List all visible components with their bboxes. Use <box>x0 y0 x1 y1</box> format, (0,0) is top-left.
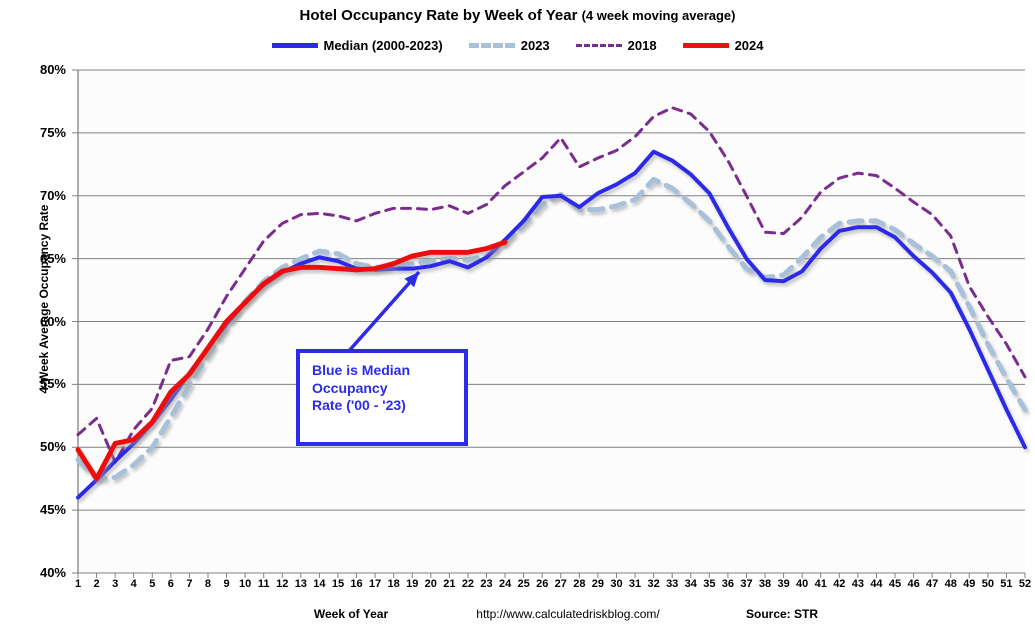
x-tick-label: 16 <box>350 578 363 590</box>
x-tick-label: 29 <box>591 578 605 590</box>
y-tick-label: 55% <box>39 376 66 392</box>
x-tick-label: 24 <box>498 578 512 590</box>
legend-label: 2023 <box>520 38 550 53</box>
x-tick-label: 37 <box>740 578 753 590</box>
x-tick-label: 17 <box>368 578 382 590</box>
x-tick-label: 26 <box>536 578 549 590</box>
x-tick-label: 39 <box>777 578 790 590</box>
x-tick-label: 43 <box>851 578 864 590</box>
y-tick-label: 70% <box>39 187 66 203</box>
y-tick-label: 60% <box>39 313 66 329</box>
annotation-line-2: Occupancy <box>312 379 388 396</box>
annotation-arrow <box>346 270 421 354</box>
legend-label: 2024 <box>734 38 764 53</box>
x-tick-label: 44 <box>870 578 883 590</box>
x-tick-label: 41 <box>814 578 827 590</box>
x-tick-label: 36 <box>721 578 735 590</box>
legend-swatch-icon <box>468 43 515 48</box>
x-tick-label: 15 <box>331 578 345 590</box>
chart-title: Hotel Occupancy Rate by Week of Year (4 … <box>0 7 1035 24</box>
x-tick-label: 8 <box>204 578 212 590</box>
x-tick-label: 40 <box>796 578 809 590</box>
legend-item-median-2000-2023: Median (2000-2023) <box>271 38 443 53</box>
y-tick-label: 75% <box>39 124 66 140</box>
x-tick-label: 31 <box>628 578 642 590</box>
x-tick-label: 48 <box>944 578 957 590</box>
x-tick-label: 10 <box>238 578 252 590</box>
y-tick-label: 50% <box>39 439 66 455</box>
x-tick-label: 18 <box>387 578 400 590</box>
legend-swatch-icon <box>682 43 729 48</box>
annotation-arrowhead <box>404 272 419 288</box>
x-tick-label: 2 <box>93 578 100 590</box>
x-tick-label: 6 <box>167 578 174 590</box>
series-line-2018 <box>76 106 1027 464</box>
source-label: Source: STR <box>745 607 819 621</box>
chart-title-sub: (4 week moving average) <box>581 8 736 23</box>
x-tick-label: 49 <box>963 578 976 590</box>
blog-url[interactable]: http://www.calculatedriskblog.com/ <box>476 607 660 621</box>
legend-item-2023: 2023 <box>468 38 550 53</box>
legend-label: 2018 <box>627 38 657 53</box>
x-tick-label: 32 <box>647 578 660 590</box>
y-tick-label: 40% <box>39 565 66 580</box>
chart-title-main: Hotel Occupancy Rate by Week of Year <box>299 7 582 24</box>
y-tick-label: 65% <box>39 250 66 266</box>
legend-label: Median (2000-2023) <box>323 38 443 53</box>
x-tick-label: 35 <box>703 578 716 590</box>
x-axis-title: Week of Year <box>313 607 389 621</box>
annotation-line-1: Blue is Median <box>312 362 411 378</box>
x-tick-label: 1 <box>74 578 82 590</box>
x-tick-label: 13 <box>294 578 307 590</box>
x-tick-label: 11 <box>257 578 270 590</box>
x-tick-label: 52 <box>1018 578 1032 590</box>
x-tick-label: 14 <box>313 578 326 590</box>
legend-swatch-icon <box>575 44 622 47</box>
series-line-2024 <box>75 239 508 482</box>
x-tick-label: 9 <box>223 578 230 590</box>
x-tick-label: 38 <box>758 578 772 590</box>
x-tick-label: 34 <box>684 578 697 590</box>
x-tick-label: 4 <box>130 578 137 590</box>
x-tick-label: 25 <box>517 578 530 590</box>
x-tick-label: 45 <box>888 578 902 590</box>
x-tick-label: 5 <box>149 578 156 590</box>
x-tick-label: 33 <box>666 578 679 590</box>
x-tick-label: 23 <box>480 578 493 590</box>
x-tick-label: 20 <box>424 578 437 590</box>
x-tick-label: 22 <box>461 578 475 590</box>
x-tick-label: 12 <box>276 578 289 590</box>
x-tick-label: 21 <box>443 578 456 590</box>
x-tick-label: 42 <box>833 578 846 590</box>
y-tick-label: 80% <box>39 62 66 77</box>
annotation-callout: Blue is Median Occupancy Rate ('00 - '23… <box>296 349 468 446</box>
legend-item-2024: 2024 <box>682 38 764 53</box>
x-tick-label: 46 <box>907 578 920 590</box>
y-tick-label: 45% <box>39 502 66 518</box>
x-tick-label: 27 <box>554 578 567 590</box>
x-tick-label: 51 <box>1000 578 1013 590</box>
x-tick-label: 30 <box>610 578 623 590</box>
chart-legend: Median (2000-2023) 2023 2018 2024 <box>0 38 1035 53</box>
x-tick-label: 7 <box>186 578 193 590</box>
legend-item-2018: 2018 <box>575 38 657 53</box>
x-tick-label: 50 <box>981 578 994 590</box>
x-tick-label: 19 <box>406 578 419 590</box>
x-tick-label: 47 <box>926 578 939 590</box>
legend-swatch-icon <box>271 43 318 48</box>
annotation-line-3: Rate ('00 - '23) <box>312 397 406 413</box>
x-tick-label: 28 <box>573 578 586 590</box>
x-tick-label: 3 <box>112 578 119 590</box>
